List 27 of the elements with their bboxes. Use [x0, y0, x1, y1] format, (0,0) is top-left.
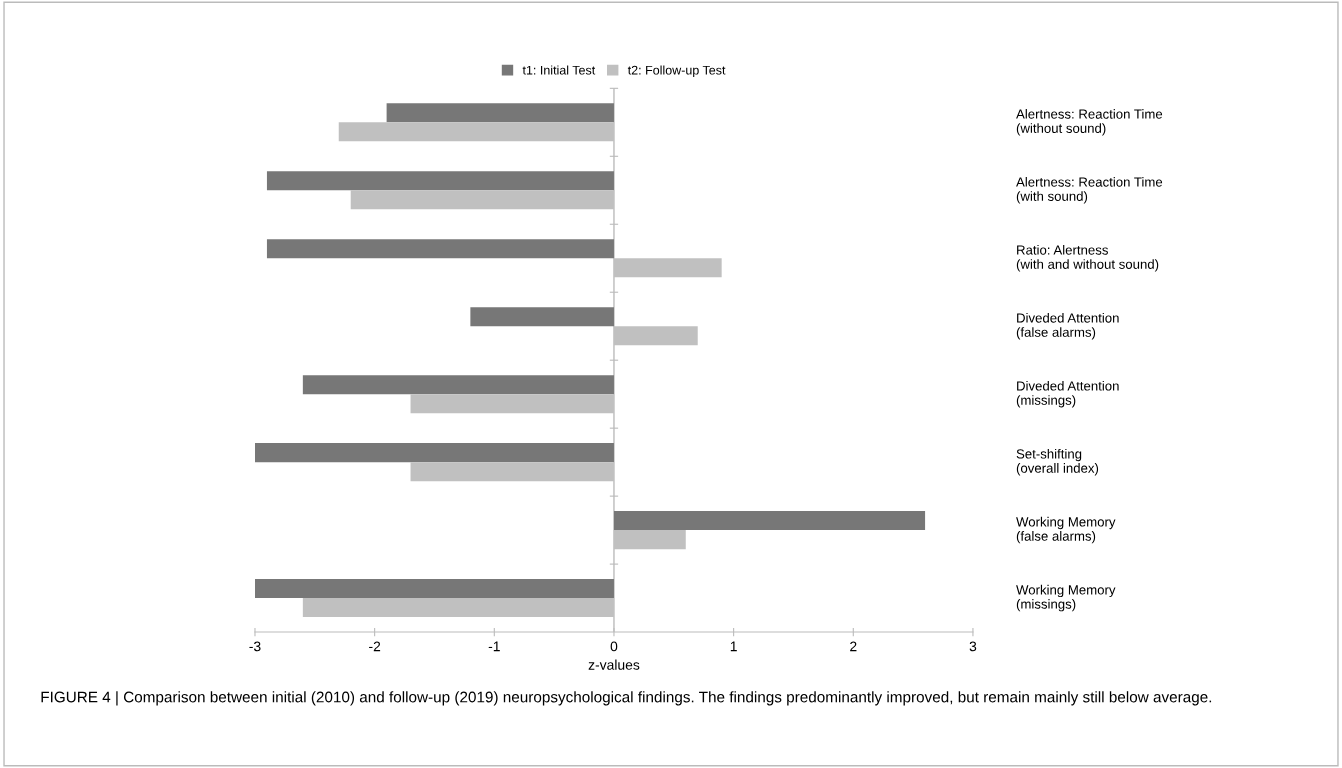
- legend-label: t2: Follow-up Test: [627, 65, 726, 78]
- y-tick-label: Ratio: Alertness (with and without sound): [1016, 244, 1159, 272]
- x-tick-label: -1: [488, 641, 500, 652]
- y-tick-label: Alertness: Reaction Time (without sound): [1016, 109, 1163, 136]
- x-tick-label: 0: [610, 641, 618, 652]
- y-tick-label: Working Memory (false alarms): [1016, 516, 1116, 544]
- x-tick-label: -3: [249, 641, 261, 652]
- caption: FIGURE 4 | Comparison between initial (2010) and follow-up (2019) neuropsychological findings. The findings predominantly improved, but remain mainly still below average.: [41, 691, 1212, 706]
- bar: [254, 579, 614, 599]
- y-tick-label: Alertness: Reaction Time (with sound): [1016, 177, 1163, 204]
- bar: [613, 511, 926, 531]
- bar: [470, 307, 614, 327]
- legend-label: t1: Initial Test: [522, 65, 596, 75]
- y-tick-label: Set-shifting (overall index): [1016, 448, 1099, 476]
- bar: [254, 443, 614, 463]
- y-tick-label: Diveded Attention (false alarms): [1016, 312, 1119, 340]
- bar: [302, 375, 614, 395]
- x-axis-title: z-values: [588, 659, 640, 670]
- x-tick-label: 2: [850, 641, 857, 652]
- y-tick-label: Diveded Attention (missings): [1016, 380, 1119, 408]
- x-tick-label: 1: [730, 641, 737, 652]
- bar: [386, 103, 614, 123]
- bar: [266, 239, 614, 259]
- x-tick-label: -2: [369, 641, 381, 652]
- x-tick-label: 3: [969, 641, 977, 652]
- bar: [266, 171, 614, 191]
- y-tick-label: Working Memory (missings): [1016, 584, 1116, 612]
